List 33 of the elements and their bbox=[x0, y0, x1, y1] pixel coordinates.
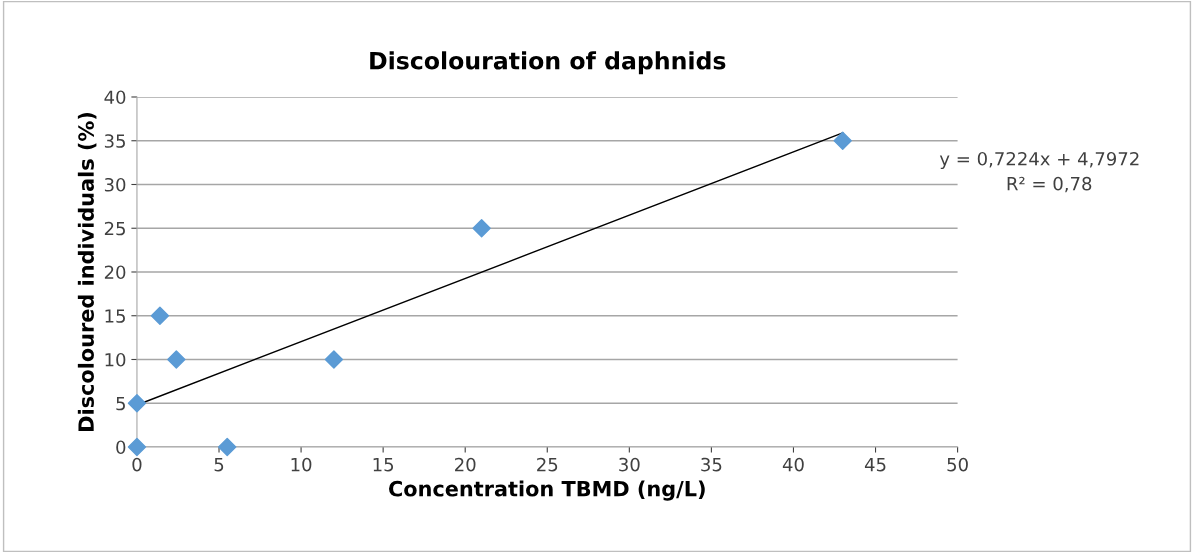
annotation: y = 0,7224x + 4,7972 bbox=[939, 151, 1139, 170]
x-tick-label: 35 bbox=[701, 457, 722, 472]
y-tick-label: 35 bbox=[104, 134, 125, 148]
x-tick-label: 15 bbox=[373, 457, 394, 472]
x-tick-label: 0 bbox=[132, 457, 142, 472]
x-tick-label: 20 bbox=[455, 457, 476, 472]
x-tick-label: 45 bbox=[864, 457, 886, 472]
point bbox=[324, 350, 344, 369]
x-axis-title: Concentration TBMD (ng/L) bbox=[389, 480, 705, 501]
x-tick-label: 25 bbox=[537, 457, 558, 472]
y-tick-label: 10 bbox=[105, 352, 126, 367]
point bbox=[472, 219, 491, 238]
y-tick-label: 5 bbox=[116, 396, 125, 411]
y-tick-label: 40 bbox=[104, 90, 126, 105]
point bbox=[833, 131, 852, 150]
y-tick-label: 25 bbox=[104, 221, 125, 236]
point bbox=[127, 394, 147, 413]
text: R² = 0,78 bbox=[1007, 176, 1092, 193]
y-axis-title: Discoloured individuals (%) bbox=[77, 112, 97, 431]
chart-title: Discolouration of daphnids bbox=[370, 51, 726, 75]
x-tick-label: 50 bbox=[947, 457, 968, 472]
y-tick-label: 20 bbox=[104, 265, 126, 280]
x-tick-label: 5 bbox=[214, 457, 224, 472]
point bbox=[127, 437, 147, 457]
point bbox=[167, 350, 186, 369]
point bbox=[218, 437, 237, 457]
y-tick-label: 30 bbox=[104, 177, 126, 192]
y-tick-label: 0 bbox=[116, 440, 126, 455]
x-tick-label: 10 bbox=[291, 457, 312, 472]
x-tick-label: 30 bbox=[619, 457, 640, 472]
point bbox=[150, 306, 170, 325]
y-tick-label: 15 bbox=[105, 309, 125, 323]
x-tick-label: 40 bbox=[782, 457, 804, 472]
